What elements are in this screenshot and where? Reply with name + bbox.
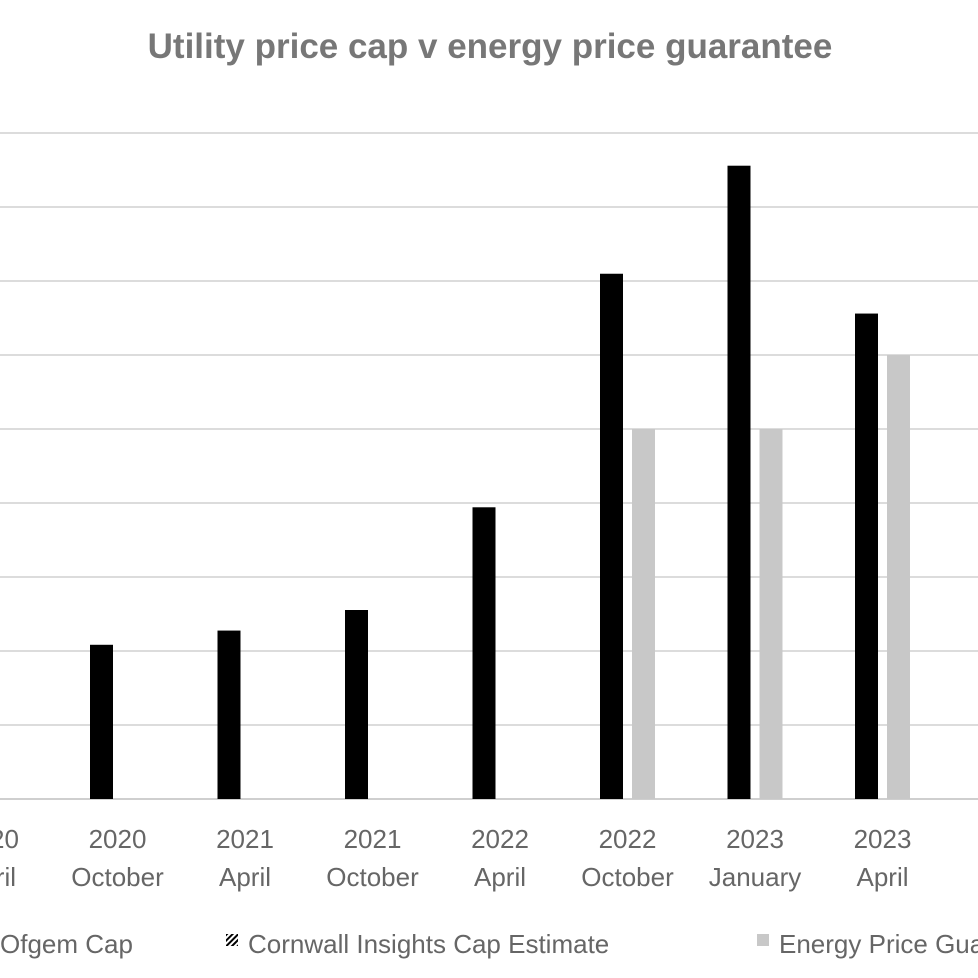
bar-ofgem-cap: [217, 630, 241, 799]
legend-marker: [226, 934, 238, 946]
x-tick-year: 2021: [216, 824, 274, 854]
bar-energy-price-guarantee: [632, 429, 655, 799]
bar-ofgem-cap: [90, 644, 113, 799]
x-tick-year: 2022: [599, 824, 657, 854]
legend-label: Ofgem Cap: [0, 929, 133, 959]
bar-ofgem-cap: [727, 165, 751, 799]
bar-ofgem-cap: [600, 273, 623, 799]
x-tick-month: April: [474, 862, 526, 892]
x-tick-year: 2023: [854, 824, 912, 854]
legend-marker: [757, 934, 769, 946]
legend-label: Energy Price Guarantee: [779, 929, 978, 959]
x-tick-month: January: [709, 862, 802, 892]
x-tick-year: 2022: [471, 824, 529, 854]
x-tick-year: 2020: [0, 824, 19, 854]
chart-title: Utility price cap v energy price guarant…: [148, 27, 833, 66]
bar-energy-price-guarantee: [887, 355, 910, 799]
legend-label: Cornwall Insights Cap Estimate: [248, 929, 609, 959]
x-tick-month: April: [219, 862, 271, 892]
x-tick-month: October: [581, 862, 674, 892]
x-tick-month: October: [71, 862, 164, 892]
bar-ofgem-cap: [345, 610, 368, 799]
x-tick-month: April: [856, 862, 908, 892]
x-tick-year: 2020: [89, 824, 147, 854]
x-tick-year: 2023: [726, 824, 784, 854]
x-tick-year: 2021: [344, 824, 402, 854]
x-tick-month: April: [0, 862, 16, 892]
x-tick-month: October: [326, 862, 419, 892]
bar-ofgem-cap: [472, 507, 496, 799]
bar-ofgem-cap: [855, 313, 878, 799]
bar-energy-price-guarantee: [759, 429, 783, 799]
